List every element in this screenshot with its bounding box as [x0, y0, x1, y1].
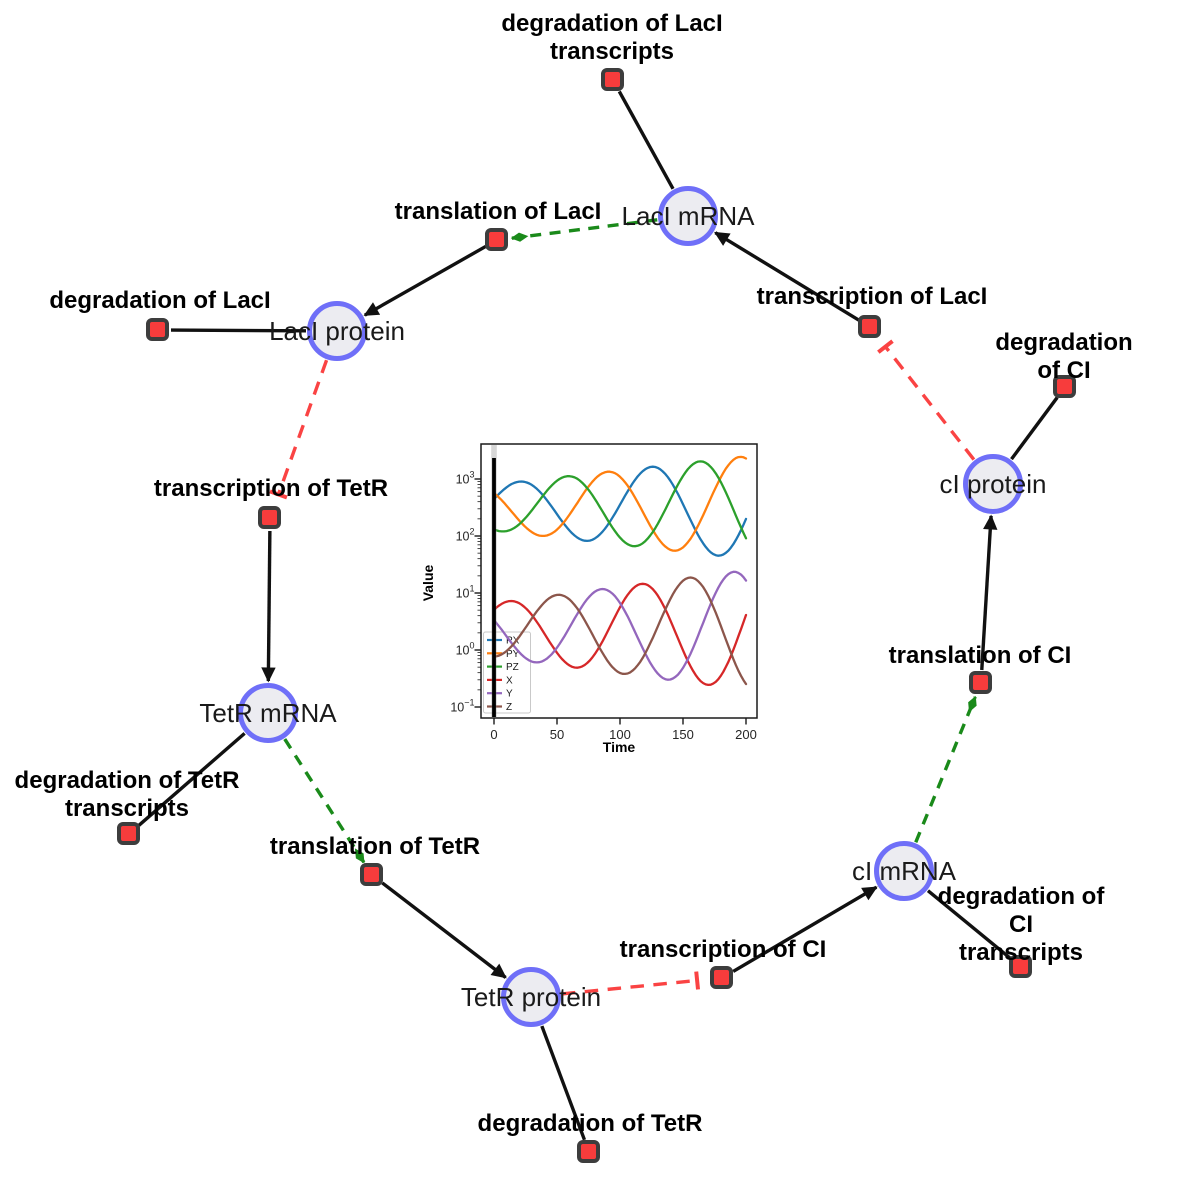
species-node-lacI-protein[interactable]: [307, 301, 367, 361]
x-tick-label: 150: [672, 727, 694, 742]
reaction-node-deg-tetR-transcripts[interactable]: [117, 822, 140, 845]
plot-axes-frame: [480, 443, 758, 719]
x-tick-label: 100: [609, 727, 631, 742]
reaction-node-translation-tetR[interactable]: [360, 863, 383, 886]
reaction-node-transcription-tetR[interactable]: [258, 506, 281, 529]
legend-label-X: X: [506, 675, 513, 686]
edge-consumption-lacI-mrna-deg-lacI-transcripts: [617, 90, 675, 190]
y-tick-label: 103: [456, 470, 475, 487]
edge-production-lacI-mrna-transcription-lacI: [714, 231, 860, 322]
y-tick-label: 10−1: [450, 698, 474, 715]
y-axis-title: Value: [420, 565, 436, 602]
edge-inhibition-lacI-protein-transcription-tetR: [269, 359, 329, 500]
species-node-tetR-mrna[interactable]: [238, 683, 298, 743]
plot-curves: [492, 455, 748, 687]
reaction-node-translation-lacI[interactable]: [485, 228, 508, 251]
edge-inhibition-tetR-protein-transcription-cI: [561, 971, 701, 996]
legend-label-PZ: PZ: [506, 662, 519, 673]
simulation-plot-svg: 10−1 100 101 102 103 0 50 100 150 200 Time Value PX P…: [420, 443, 758, 755]
species-node-tetR-protein[interactable]: [501, 967, 561, 1027]
edge-consumption-cI-protein-degradation-cI: [1010, 396, 1059, 461]
edge-production-lacI-protein-translation-lacI: [363, 244, 487, 317]
species-node-lacI-mrna[interactable]: [658, 186, 718, 246]
simulation-plot: 10−1 100 101 102 103 0 50 100 150 200 Time Value PX P…: [410, 425, 780, 770]
legend-label-Z: Z: [506, 702, 512, 713]
edge-production-cI-mrna-transcription-cI: [732, 885, 878, 973]
reaction-node-transcription-cI[interactable]: [710, 966, 733, 989]
edge-production-tetR-mrna-transcription-tetR: [261, 530, 276, 683]
y-tick-label: 100: [456, 641, 475, 658]
edge-production-tetR-protein-translation-tetR: [381, 881, 507, 979]
reaction-node-degradation-cI[interactable]: [1053, 375, 1076, 398]
species-node-cI-protein[interactable]: [963, 454, 1023, 514]
reaction-node-degradation-lacI[interactable]: [146, 318, 169, 341]
y-tick-label: 101: [456, 584, 475, 601]
reaction-node-degradation-tetR[interactable]: [577, 1140, 600, 1163]
reaction-node-deg-lacI-transcripts[interactable]: [601, 68, 624, 91]
series-PX: [492, 465, 748, 557]
x-axis-title: Time: [603, 739, 636, 755]
edge-consumption-cI-mrna-deg-cI-transcripts: [926, 889, 1013, 961]
edge-production-cI-protein-translation-cI: [980, 514, 998, 671]
x-tick-label: 200: [735, 727, 757, 742]
species-node-cI-mrna[interactable]: [874, 841, 934, 901]
edge-consumption-lacI-protein-degradation-lacI: [170, 328, 307, 333]
edge-inhibition-cI-protein-transcription-lacI: [877, 339, 976, 461]
edge-modifier-tetR-mrna-translation-tetR: [283, 738, 366, 864]
edge-consumption-tetR-protein-degradation-tetR: [540, 1025, 587, 1141]
legend-label-PY: PY: [506, 649, 520, 660]
edge-consumption-tetR-mrna-deg-tetR-transcripts: [137, 732, 246, 827]
x-tick-label: 50: [550, 727, 564, 742]
reaction-node-transcription-lacI[interactable]: [858, 315, 881, 338]
series-PZ: [492, 460, 748, 548]
series-PY: [492, 455, 748, 552]
series-Z: [492, 576, 748, 686]
series-X: [492, 582, 748, 687]
legend-label-PX: PX: [506, 636, 520, 647]
reaction-node-deg-cI-transcripts[interactable]: [1009, 955, 1032, 978]
edge-modifier-lacI-mrna-translation-lacI: [510, 218, 658, 242]
x-tick-label: 0: [490, 727, 497, 742]
reaction-node-translation-cI[interactable]: [969, 671, 992, 694]
series-Y: [492, 570, 748, 681]
legend-label-Y: Y: [506, 689, 513, 700]
edge-modifier-cI-mrna-translation-cI: [914, 695, 977, 843]
y-tick-label: 102: [456, 527, 475, 544]
